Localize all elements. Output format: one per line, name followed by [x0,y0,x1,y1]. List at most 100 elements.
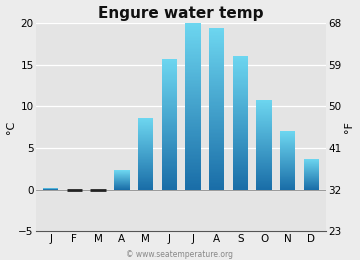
Bar [233,134,248,135]
Bar [209,132,224,133]
Bar [138,168,153,169]
Bar [162,182,177,183]
Bar [209,183,224,184]
Bar [233,59,248,60]
Bar [209,28,224,29]
Bar [233,100,248,101]
Bar [138,132,153,133]
Bar [162,97,177,98]
Bar [233,87,248,88]
Bar [162,120,177,121]
Bar [138,121,153,122]
Bar [185,115,201,116]
Bar [185,172,201,173]
Bar [185,134,201,135]
Bar [304,167,319,168]
Bar [138,153,153,154]
Bar [162,172,177,173]
Bar [280,175,296,176]
Bar [162,142,177,143]
Bar [138,160,153,161]
Bar [233,90,248,91]
Bar [233,119,248,120]
Bar [209,112,224,113]
Bar [304,186,319,187]
Bar [209,87,224,89]
Bar [280,150,296,151]
Bar [185,36,201,37]
Bar [138,162,153,163]
Bar [209,156,224,157]
Bar [185,106,201,108]
Bar [256,101,272,102]
Bar [233,156,248,157]
Bar [162,96,177,97]
Bar [185,62,201,63]
Bar [138,145,153,146]
Bar [233,147,248,148]
Bar [233,158,248,159]
Bar [280,167,296,168]
Bar [280,172,296,173]
Bar [256,158,272,159]
Bar [162,180,177,181]
Bar [138,189,153,190]
Bar [162,138,177,140]
Bar [256,153,272,154]
Bar [304,183,319,184]
Bar [233,144,248,145]
Bar [185,97,201,98]
Bar [185,122,201,123]
Bar [138,149,153,150]
Bar [233,129,248,131]
Bar [185,29,201,30]
Bar [138,181,153,182]
Bar [162,103,177,105]
Bar [185,112,201,113]
Bar [233,61,248,62]
Bar [185,108,201,109]
Bar [209,121,224,122]
Bar [185,149,201,151]
Bar [209,36,224,37]
Bar [138,138,153,139]
Bar [280,158,296,159]
Bar [304,181,319,182]
Bar [280,136,296,137]
Bar [209,170,224,171]
Bar [162,80,177,81]
Bar [256,112,272,113]
Bar [185,101,201,102]
Bar [162,185,177,186]
Bar [185,170,201,172]
Bar [209,44,224,46]
Bar [162,155,177,156]
Bar [185,55,201,56]
Bar [162,159,177,160]
Bar [256,171,272,172]
Bar [185,69,201,70]
Bar [209,43,224,44]
Bar [233,157,248,158]
Bar [209,120,224,121]
Bar [185,127,201,129]
Bar [138,128,153,129]
Bar [256,169,272,170]
Bar [185,44,201,45]
Bar [280,139,296,140]
Bar [233,136,248,137]
Bar [256,131,272,132]
Bar [162,179,177,180]
Bar [256,124,272,125]
Bar [185,77,201,79]
Bar [233,116,248,117]
Bar [280,168,296,169]
Bar [185,118,201,119]
Bar [209,137,224,139]
Bar [138,122,153,123]
Bar [256,185,272,186]
Bar [162,183,177,184]
Bar [138,126,153,127]
Bar [233,171,248,172]
Bar [209,149,224,151]
